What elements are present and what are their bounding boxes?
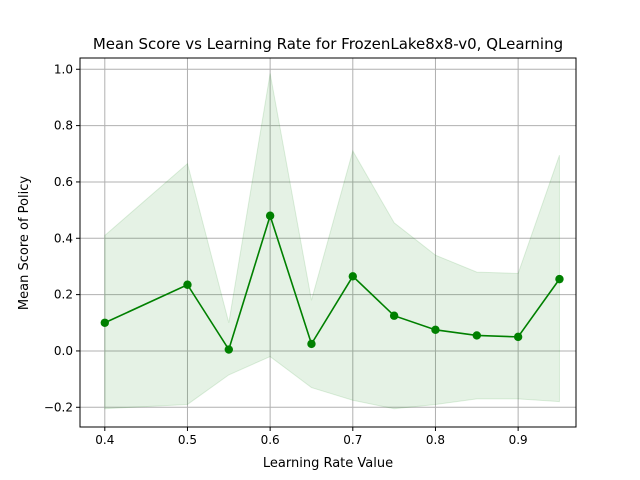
x-tick-label: 0.7 (343, 433, 362, 447)
confidence-band (104, 73, 560, 410)
x-tick-label: 0.8 (426, 433, 445, 447)
data-point (183, 280, 192, 289)
y-tick-label: 0.4 (54, 231, 73, 245)
data-point (513, 332, 523, 342)
confidence-band-area (104, 73, 560, 410)
data-point (555, 274, 564, 284)
y-axis-ticks: −0.2 0.0 0.2 0.4 0.6 0.8 1.0 (44, 62, 80, 414)
y-tick-label: 0.6 (54, 175, 73, 189)
data-point (224, 345, 233, 354)
x-axis-ticks: 0.4 0.5 0.6 0.7 0.8 0.9 (95, 427, 528, 447)
y-tick-label: 1.0 (54, 62, 73, 76)
y-axis-label: Mean Score of Policy (17, 176, 32, 310)
y-tick-label: 0.2 (54, 288, 73, 302)
x-axis-label: Learning Rate Value (263, 456, 393, 471)
grid (80, 58, 576, 427)
y-tick-label: −0.2 (44, 400, 73, 414)
data-point (348, 272, 357, 281)
y-tick-label: 0.8 (54, 119, 73, 133)
data-point (100, 318, 110, 327)
data-points (100, 211, 564, 354)
x-tick-label: 0.9 (509, 433, 528, 447)
data-point (265, 211, 275, 220)
plot-frame (79, 57, 577, 428)
x-tick-label: 0.4 (95, 433, 114, 447)
data-point (389, 311, 399, 320)
chart-title: Mean Score vs Learning Rate for FrozenLa… (93, 35, 563, 53)
y-tick-label: 0.0 (54, 344, 73, 358)
x-tick-label: 0.5 (178, 433, 197, 447)
data-point (431, 325, 440, 335)
data-point (472, 331, 481, 340)
data-point (307, 339, 316, 349)
x-tick-label: 0.6 (261, 433, 280, 447)
